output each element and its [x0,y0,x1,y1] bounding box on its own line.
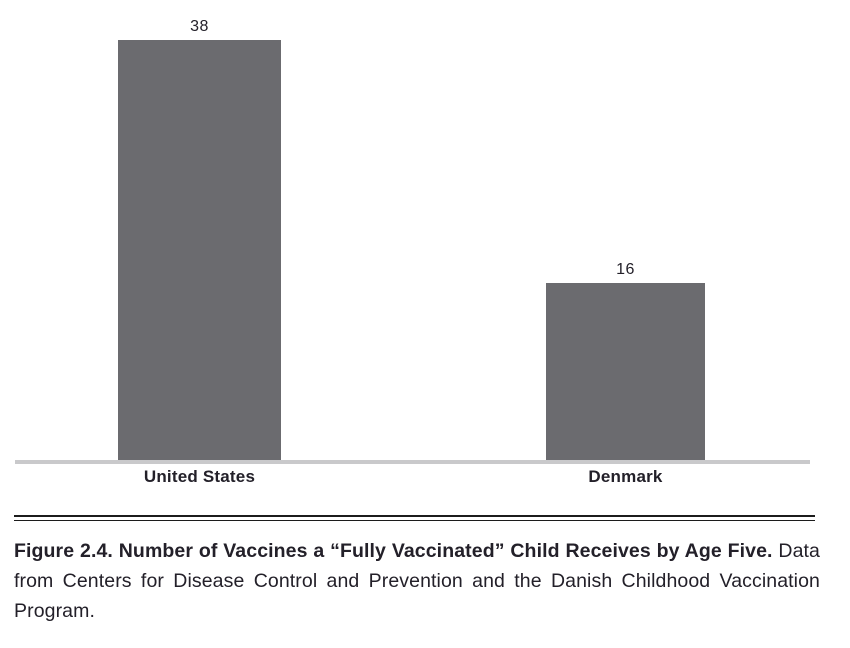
bar-group-denmark: 16 [546,261,705,460]
bar-chart: 38 16 United States Denmark [15,18,810,486]
category-label-united-states: United States [143,467,256,486]
bar-value-label-denmark: 16 [616,261,635,278]
bar-denmark [546,283,705,460]
caption-divider [14,515,815,521]
bar-value-label-united-states: 38 [190,18,209,35]
figure-caption: Figure 2.4. Number of Vaccines a “Fully … [14,536,820,626]
x-axis-line [15,460,810,464]
bar-united-states [118,40,281,460]
category-label-denmark: Denmark [588,467,663,486]
caption-title: Figure 2.4. Number of Vaccines a “Fully … [14,540,773,562]
bar-group-united-states: 38 [118,18,281,460]
caption-body: Data from Centers for Disease Control an… [14,540,821,622]
